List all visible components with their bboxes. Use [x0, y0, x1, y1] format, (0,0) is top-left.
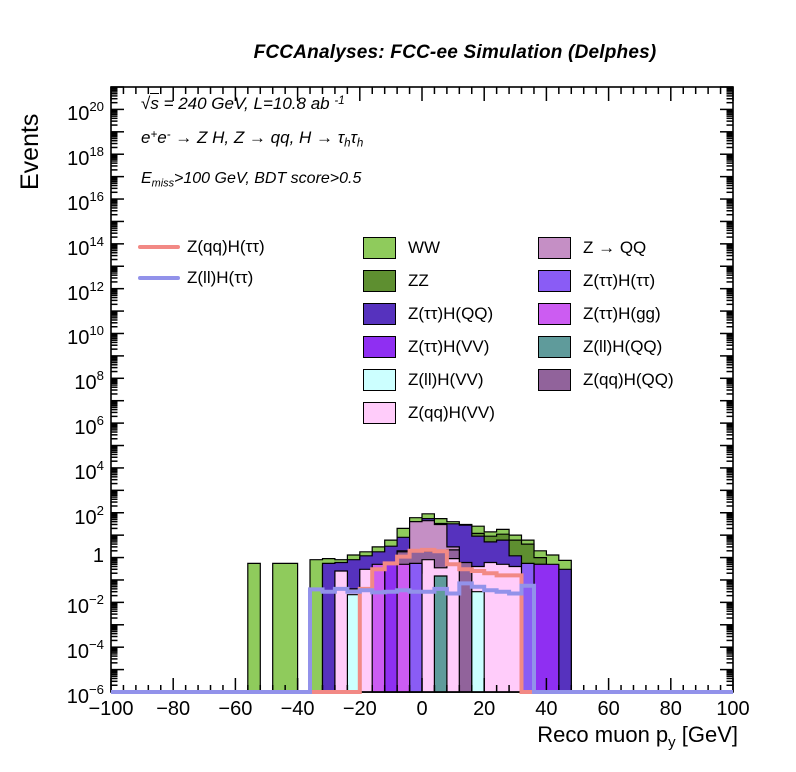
x-tick-label: 0: [416, 698, 428, 720]
x-tick-label: −60: [218, 698, 253, 720]
x-tick-label: 80: [659, 698, 682, 720]
legend-swatch: [363, 336, 396, 358]
hist-fill-Z(ττ)H(gg): [396, 563, 411, 693]
emiss-symbol: E: [141, 170, 152, 187]
y-tick-label: 1: [92, 544, 104, 567]
process-text: e: [141, 128, 151, 147]
y-tick-label: 10−6: [66, 682, 104, 709]
legend-swatch: [363, 237, 396, 259]
annotation-cuts: Emiss>100 GeV, BDT score>0.5: [141, 170, 361, 189]
x-axis-title: Reco muon py [GeV]: [537, 722, 738, 751]
process-arrows: → Z H, Z → qq, H →: [170, 128, 338, 147]
hist-fill-Z(ττ)H(VV): [533, 563, 560, 693]
tau1: τ: [337, 128, 345, 147]
annotation-process: e+e- → Z H, Z → qq, H → τhτh: [141, 128, 363, 149]
legend-swatch: [538, 336, 571, 358]
legend-label: Z(ll)H(VV): [408, 370, 484, 389]
y-tick-label: 1012: [67, 278, 104, 305]
y-tick-label: 10−4: [66, 637, 104, 664]
legend-label: Z(ττ)H(gg): [583, 304, 661, 323]
e-plus-sup: +: [150, 128, 158, 141]
signal-line-Z(ll)H(ττ): [111, 581, 733, 694]
y-tick-label: 108: [74, 368, 104, 395]
legend-label: Z(qq)H(VV): [408, 403, 495, 422]
y-tick-label: 106: [74, 413, 104, 440]
x-tick-label: −20: [342, 698, 377, 720]
legend-label: Z(ll)H(QQ): [583, 337, 663, 356]
tau1-sub: h: [344, 137, 351, 150]
x-tick-label: 100: [716, 698, 750, 720]
hist-fill-Z(ττ)H(VV): [384, 563, 398, 693]
legend-label: Z → QQ: [583, 238, 647, 257]
tau2-sub: h: [356, 137, 364, 150]
y-tick-label: 102: [74, 502, 104, 529]
legend-swatch: [363, 303, 396, 325]
cuts-text: >100 GeV, BDT score>0.5: [174, 170, 362, 187]
y-tick-label: 10−2: [66, 592, 104, 619]
legend-label: ZZ: [408, 271, 429, 290]
annotation-energy-lumi: √s = 240 GeV, L=10.8 ab -1: [141, 93, 345, 114]
x-axis-title-sub: y: [668, 733, 676, 751]
emiss-sub: miss: [151, 177, 175, 190]
hist-fill-WW: [272, 562, 299, 693]
legend-swatch: [538, 270, 571, 292]
hist-fill-Z(ll)H(VV): [471, 591, 485, 693]
sqrt-symbol: √: [141, 94, 151, 113]
legend-swatch: [363, 270, 396, 292]
legend-label: Z(qq)H(QQ): [583, 370, 674, 389]
y-tick-label: 1010: [67, 323, 104, 350]
legend-swatch: [538, 237, 571, 259]
y-tick-label: 1020: [67, 99, 104, 126]
legend-swatch: [363, 369, 396, 391]
legend-label: Z(ll)H(ττ): [187, 268, 254, 287]
y-tick-label: 1016: [67, 189, 104, 216]
x-tick-label: −100: [88, 698, 134, 720]
x-tick-label: 40: [535, 698, 558, 720]
y-tick-label: 104: [74, 457, 104, 485]
x-axis-title-text: Reco muon p: [537, 722, 669, 747]
hist-fill-Z(ττ)H(ττ): [409, 562, 423, 693]
legend-swatch: [538, 303, 571, 325]
sqrt-s: s: [150, 93, 159, 113]
x-tick-label: −40: [280, 698, 315, 720]
legend-line-sample: [138, 245, 180, 249]
legend-swatch: [538, 369, 571, 391]
x-tick-label: 60: [597, 698, 620, 720]
x-tick-label: −80: [156, 698, 191, 720]
legend-label: Z(ττ)H(QQ): [408, 304, 494, 323]
x-axis-title-unit: [GeV]: [675, 722, 738, 747]
e-minus: e: [157, 128, 167, 147]
legend-label: Z(ττ)H(ττ): [583, 271, 656, 290]
legend-label: WW: [408, 238, 441, 257]
lumi-exponent: -1: [334, 94, 345, 107]
legend-swatch: [363, 402, 396, 424]
plot-frame: [110, 86, 734, 693]
legend-line-sample: [138, 276, 180, 280]
legend-label: Z(ττ)H(VV): [408, 337, 490, 356]
plot-title: FCCAnalyses: FCC-ee Simulation (Delphes): [253, 42, 657, 63]
legend-label: Z(qq)H(ττ): [187, 237, 265, 256]
tau2: τ: [350, 128, 357, 147]
y-tick-label: 1014: [67, 233, 104, 260]
energy-lumi-text: = 240 GeV, L=10.8 ab: [158, 94, 335, 113]
e-minus-sup: -: [166, 128, 171, 141]
y-tick-label: 1018: [67, 144, 104, 171]
hist-fill-WW: [247, 562, 261, 693]
x-tick-label: 20: [473, 698, 496, 720]
